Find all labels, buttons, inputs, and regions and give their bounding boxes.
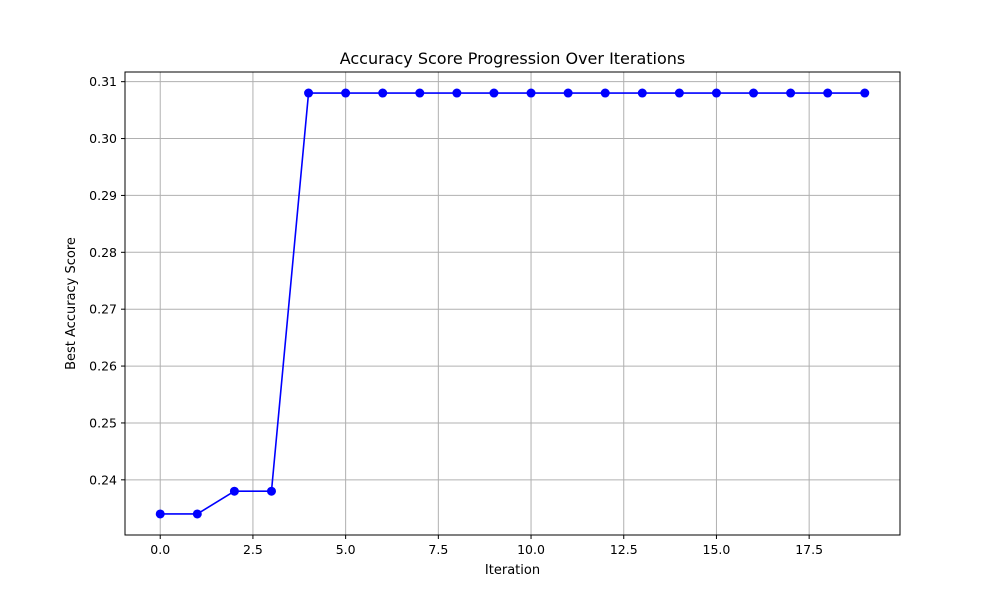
data-point (452, 88, 462, 98)
data-point (786, 88, 796, 98)
data-point (304, 88, 314, 98)
series-line (160, 92, 865, 515)
data-point (526, 88, 536, 98)
data-point (266, 486, 276, 496)
data-point (563, 88, 573, 98)
x-tick-label: 5.0 (336, 542, 356, 557)
x-tick-label: 2.5 (243, 542, 263, 557)
data-point (637, 88, 647, 98)
data-point (749, 88, 759, 98)
y-axis-label: Best Accuracy Score (64, 237, 79, 370)
y-tick-label: 0.25 (89, 415, 117, 430)
x-tick-label: 15.0 (703, 542, 731, 557)
x-tick-label: 12.5 (610, 542, 638, 557)
chart-title: Accuracy Score Progression Over Iteratio… (340, 49, 686, 68)
plot-frame (124, 71, 901, 536)
data-point (192, 509, 202, 519)
y-tick-label: 0.24 (89, 472, 117, 487)
data-point (674, 88, 684, 98)
data-point (860, 88, 870, 98)
data-point (229, 486, 239, 496)
x-axis-label: Iteration (485, 563, 540, 578)
data-point (489, 88, 499, 98)
data-series (155, 88, 870, 519)
x-tick-label: 0.0 (150, 542, 170, 557)
data-point (823, 88, 833, 98)
x-tick-label: 17.5 (795, 542, 823, 557)
y-tick-label: 0.26 (89, 359, 117, 374)
data-point (155, 509, 165, 519)
y-tick-label: 0.30 (89, 131, 117, 146)
data-point (341, 88, 351, 98)
grid-lines (125, 72, 900, 535)
x-tick-label: 7.5 (428, 542, 448, 557)
data-point (378, 88, 388, 98)
data-point (600, 88, 610, 98)
x-tick-label: 10.0 (517, 542, 545, 557)
axis-ticks: 0.0 2.5 5.0 7.5 10.0 12.5 15.0 17.5 0.24 0.25 0.26… (89, 74, 823, 557)
y-tick-label: 0.28 (89, 245, 117, 260)
data-point (711, 88, 721, 98)
y-tick-label: 0.29 (89, 188, 117, 203)
y-tick-label: 0.27 (89, 302, 117, 317)
data-point (415, 88, 425, 98)
y-tick-label: 0.31 (89, 74, 117, 89)
